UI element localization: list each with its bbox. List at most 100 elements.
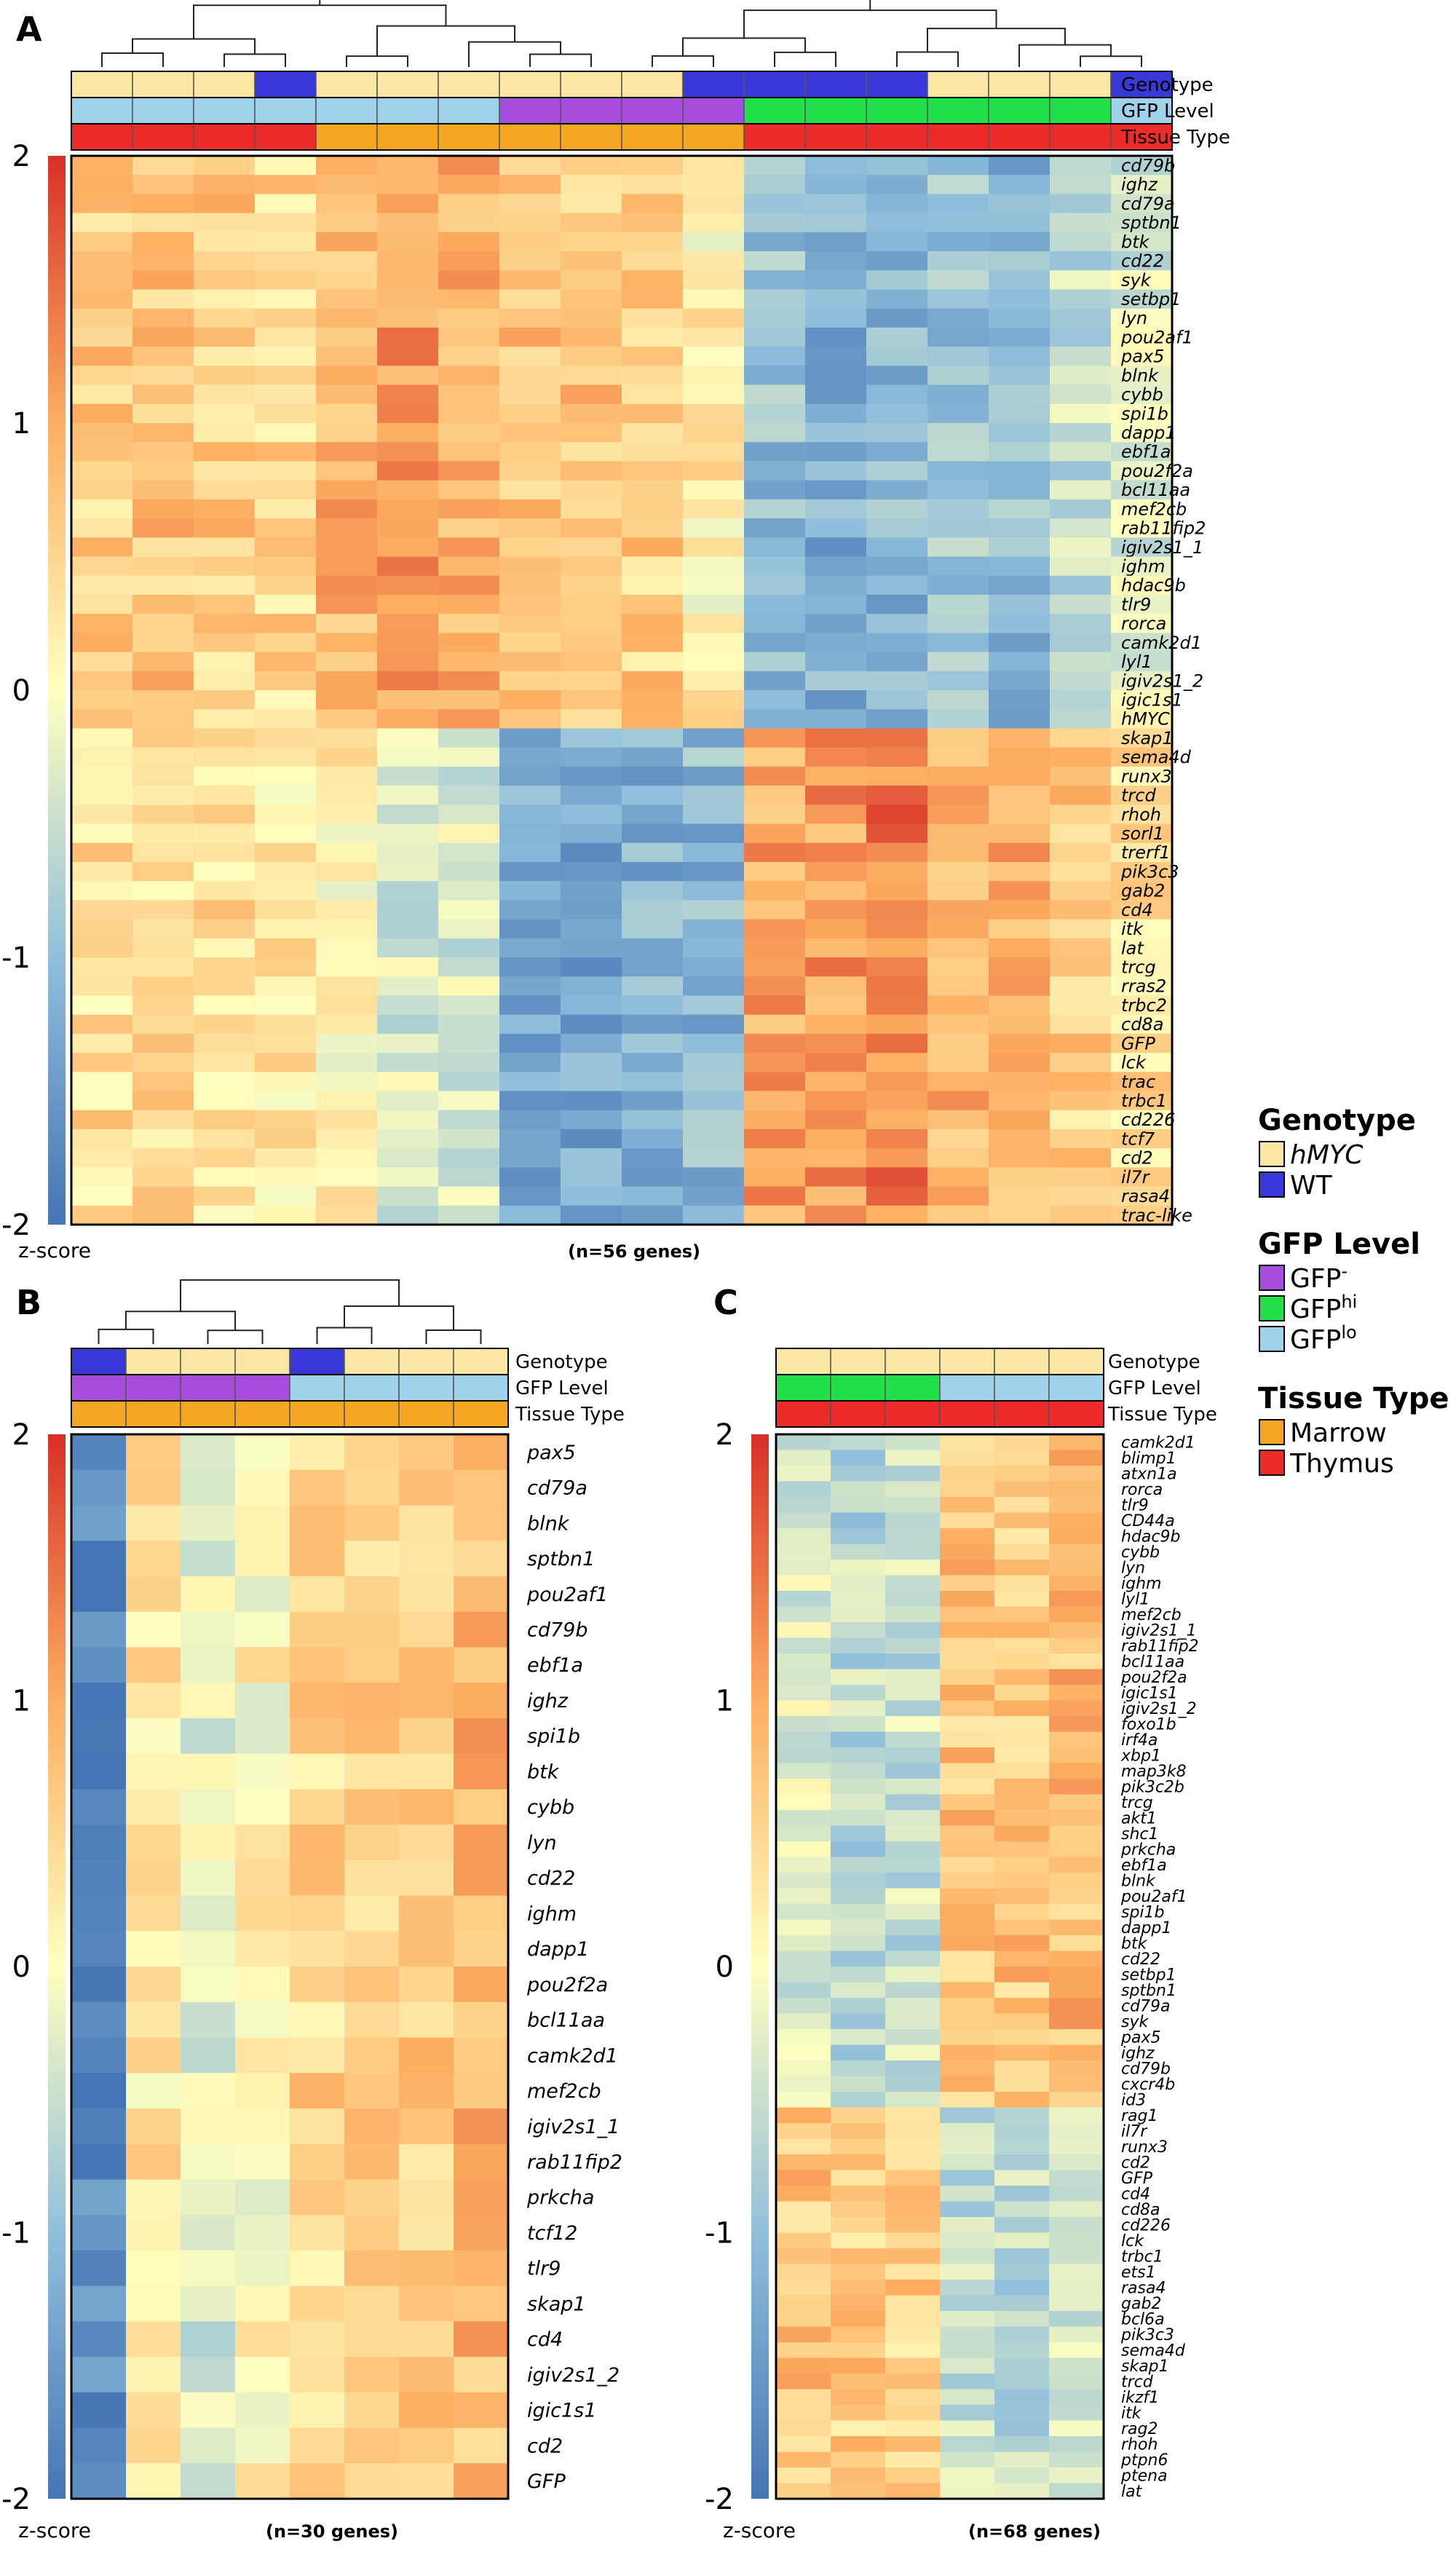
heatmap-cell: [994, 1637, 1050, 1654]
heatmap-cell: [989, 1110, 1051, 1130]
heatmap-cell: [561, 384, 622, 405]
heatmap-cell: [132, 919, 194, 939]
heatmap-cell: [744, 270, 806, 290]
heatmap-cell: [290, 1718, 345, 1755]
heatmap-cell: [683, 919, 745, 939]
heatmap-cell: [377, 1053, 439, 1072]
color-scale-bar: [48, 1434, 66, 2499]
heatmap-cell: [683, 766, 745, 786]
heatmap-cell: [132, 1091, 194, 1111]
heatmap-cell: [940, 1731, 995, 1748]
legend-swatch: [1259, 1450, 1285, 1476]
heatmap-cell: [940, 1825, 995, 1842]
heatmap-cell: [994, 2107, 1050, 2124]
gene-label: ighm: [527, 1902, 577, 1925]
heatmap-cell: [831, 1794, 886, 1811]
heatmap-cell: [399, 1789, 454, 1825]
heatmap-cell: [776, 2467, 831, 2483]
heatmap-cell: [683, 938, 745, 958]
annotation-cell-tissue: [927, 123, 989, 151]
heatmap-cell: [1050, 957, 1112, 977]
heatmap-cell: [885, 2389, 941, 2406]
dendrogram-branch: [376, 25, 515, 57]
heatmap-cell: [994, 2467, 1050, 2483]
heatmap-cell: [866, 747, 928, 767]
heatmap-cell: [290, 1753, 345, 1790]
heatmap-cell: [194, 1053, 256, 1072]
heatmap-cell: [344, 1683, 400, 1719]
heatmap-cell: [316, 365, 378, 386]
heatmap-cell: [776, 1779, 831, 1795]
heatmap-cell: [316, 175, 378, 194]
heatmap-cell: [438, 194, 500, 214]
heatmap-cell: [499, 1091, 561, 1111]
heatmap-cell: [683, 786, 745, 805]
heatmap-cell: [1111, 1033, 1173, 1054]
heatmap-cell: [622, 919, 684, 939]
heatmap-cell: [940, 1951, 995, 1967]
heatmap-cell: [561, 194, 622, 214]
heatmap-cell: [885, 2342, 941, 2358]
heatmap-cell: [561, 709, 622, 729]
heatmap-cell: [885, 2436, 941, 2452]
heatmap-cell: [776, 1560, 831, 1576]
heatmap-cell: [399, 1541, 454, 1577]
heatmap-cell: [126, 1789, 181, 1825]
heatmap-cell: [132, 633, 194, 653]
heatmap-cell: [71, 1469, 127, 1506]
heatmap-cell: [316, 938, 378, 958]
heatmap-cell: [776, 1888, 831, 1905]
gene-label: skap1: [527, 2293, 586, 2315]
heatmap-cell: [866, 1091, 928, 1111]
heatmap-cell: [683, 1110, 745, 1130]
heatmap-cell: [1049, 1450, 1104, 1466]
heatmap-cell: [940, 1747, 995, 1763]
heatmap-cell: [194, 881, 256, 901]
heatmap-cell: [1111, 1110, 1173, 1130]
heatmap-cell: [1049, 1591, 1104, 1607]
heatmap-cell: [940, 2389, 995, 2406]
heatmap-cell: [1111, 594, 1173, 614]
heatmap-cell: [866, 156, 928, 175]
heatmap-cell: [132, 1110, 194, 1130]
heatmap-cell: [940, 1716, 995, 1732]
heatmap-cell: [71, 747, 133, 767]
heatmap-cell: [1049, 1528, 1104, 1544]
heatmap-cell: [683, 1186, 745, 1206]
gene-label: spi1b: [527, 1726, 580, 1748]
heatmap-cell: [316, 1053, 378, 1072]
heatmap-cell: [132, 709, 194, 729]
gene-label: akt1: [1121, 1809, 1157, 1827]
legend-label: Marrow: [1290, 1418, 1387, 1448]
gene-label: prkcha: [1120, 1841, 1176, 1859]
heatmap-cell: [994, 1512, 1050, 1529]
gene-label: dapp1: [1121, 1919, 1171, 1937]
heatmap-cell: [454, 2037, 509, 2074]
heatmap-cell: [132, 442, 194, 462]
gene-label: cd226: [1121, 2216, 1171, 2234]
heatmap-cell: [885, 1951, 941, 1967]
heatmap-cell: [744, 652, 806, 672]
heatmap-cell: [831, 2186, 886, 2202]
heatmap-cell: [71, 1434, 127, 1471]
heatmap-cell: [683, 805, 745, 824]
heatmap-cell: [940, 1622, 995, 1638]
heatmap-cell: [1111, 728, 1173, 748]
heatmap-cell: [1111, 442, 1173, 462]
annotation-cell-genotype: [180, 1348, 236, 1375]
annotation-cell-tissue: [621, 123, 684, 151]
heatmap-cell: [561, 995, 622, 1016]
gene-label: tlr9: [1121, 1496, 1149, 1514]
heatmap-cell: [776, 1935, 831, 1951]
heatmap-cell: [805, 690, 867, 710]
heatmap-cell: [1049, 1888, 1104, 1905]
heatmap-cell: [940, 1857, 995, 1873]
heatmap-cell: [994, 2436, 1050, 2452]
heatmap-cell: [885, 2044, 941, 2061]
heatmap-cell: [316, 1205, 378, 1225]
heatmap-cell: [255, 556, 317, 577]
heatmap-cell: [71, 2001, 127, 2038]
heatmap-cell: [71, 270, 133, 290]
heatmap-cell: [994, 2186, 1050, 2202]
heatmap-cell: [499, 499, 561, 519]
